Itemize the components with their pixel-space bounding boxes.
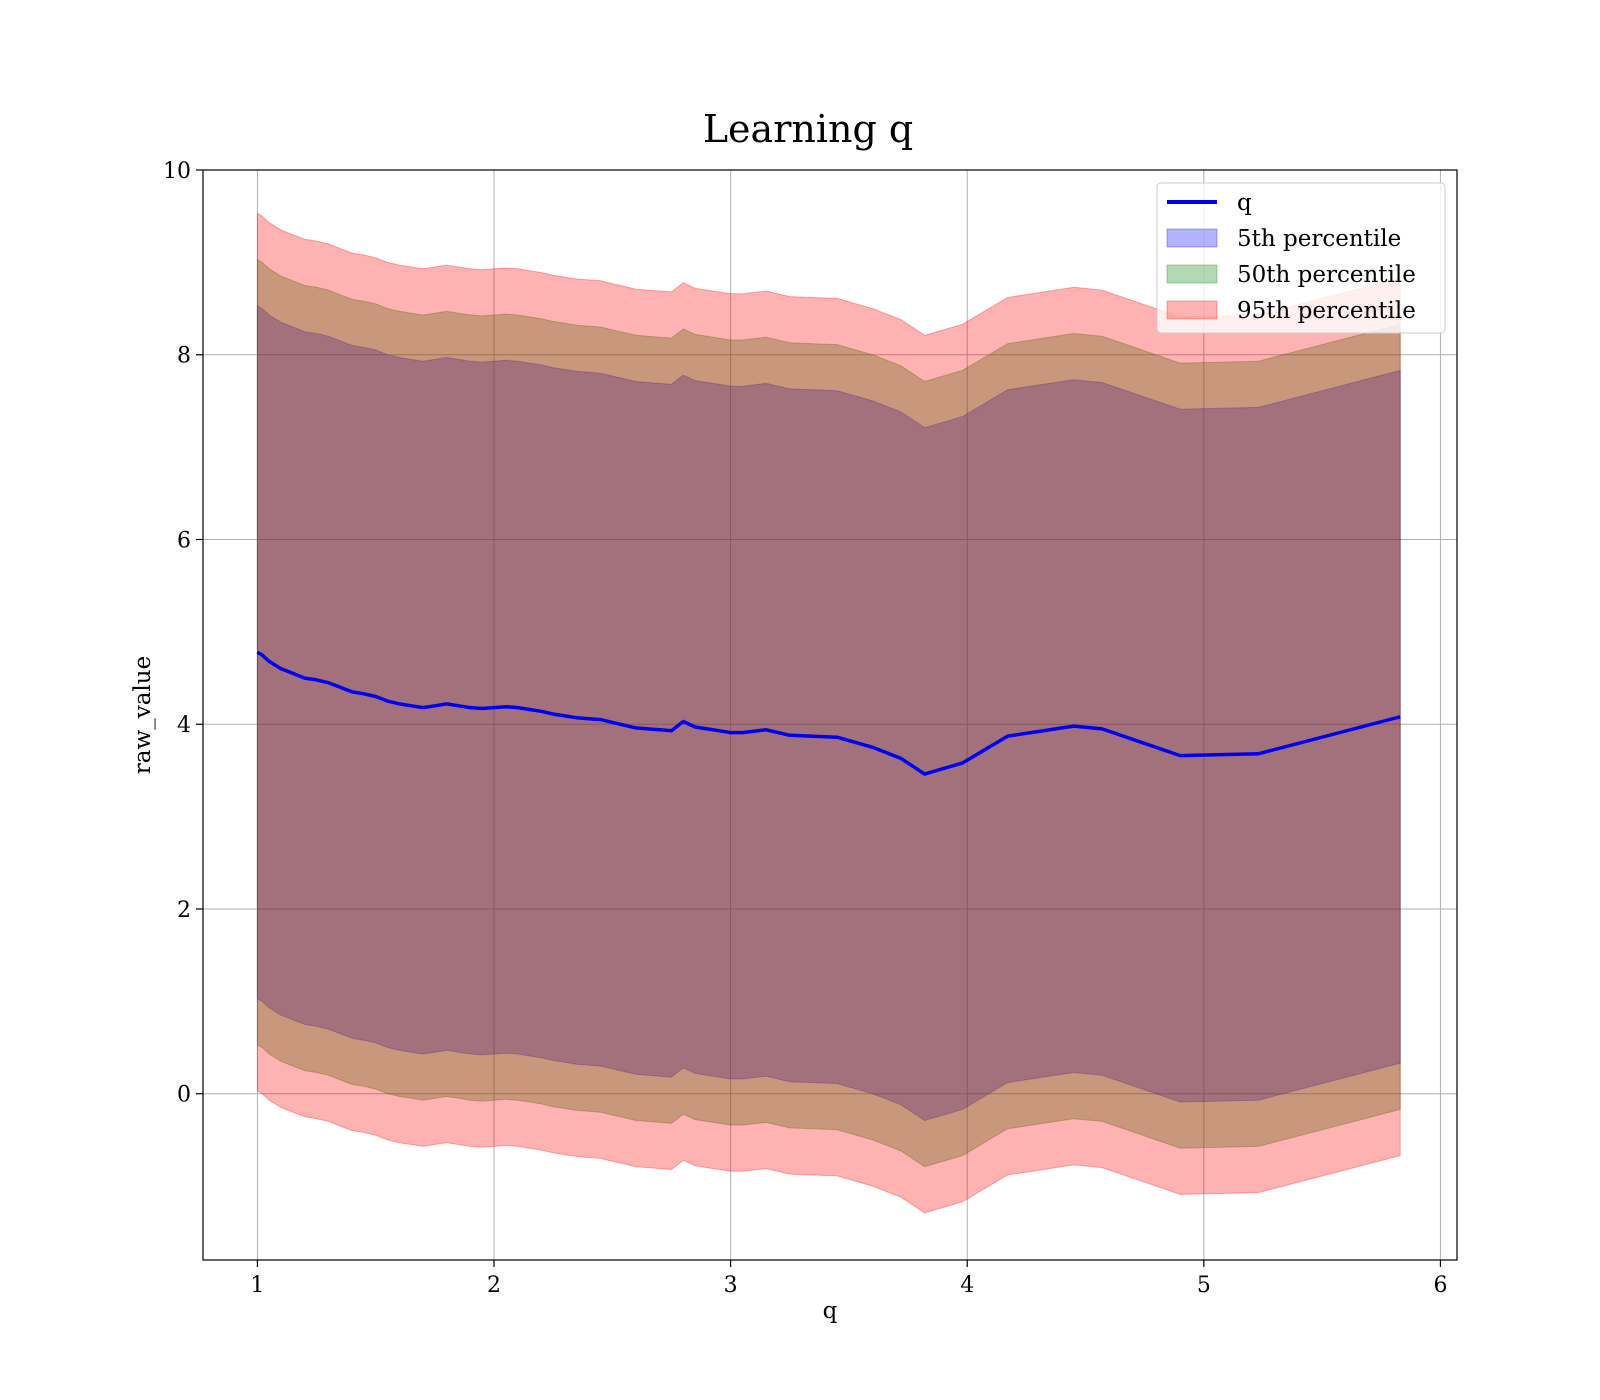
legend-label-5th: 5th percentile — [1237, 226, 1401, 252]
legend-swatch-5th — [1166, 228, 1218, 248]
y-tick-label: 6 — [177, 528, 191, 553]
band-area-3 — [256, 212, 1401, 1214]
y-tick-label: 4 — [177, 713, 191, 738]
legend-box — [1156, 182, 1446, 334]
x-axis-ticks: 1 2 3 4 5 6 — [250, 1260, 1447, 1298]
x-tick-label: 6 — [1433, 1273, 1447, 1298]
legend-swatch-95th — [1166, 300, 1218, 320]
q-line — [256, 650, 1401, 776]
y-tick-label: 2 — [177, 898, 191, 923]
x-tick-label: 3 — [724, 1273, 738, 1298]
band-area-2 — [256, 258, 1401, 1168]
legend-label-50th: 50th percentile — [1237, 262, 1416, 288]
line-layer — [256, 650, 1401, 776]
plot-frame — [202, 169, 1458, 1261]
legend: q 5th percentile 50th percentile 95th pe… — [1156, 182, 1446, 334]
legend-label-q: q — [1237, 190, 1252, 216]
y-axis-label: raw_value — [130, 656, 156, 774]
y-tick-label: 8 — [177, 344, 191, 369]
x-tick-label: 1 — [250, 1273, 264, 1298]
y-tick-label: 0 — [177, 1083, 191, 1108]
y-axis-ticks: 0 2 4 6 8 10 — [163, 159, 203, 1108]
x-tick-label: 2 — [487, 1273, 501, 1298]
legend-swatch-50th — [1166, 264, 1218, 284]
bands-layer — [256, 212, 1401, 1214]
x-tick-label: 5 — [1197, 1273, 1211, 1298]
y-tick-label: 10 — [163, 159, 191, 184]
x-tick-label: 4 — [960, 1273, 974, 1298]
chart-title: Learning q — [703, 107, 913, 151]
band-area-1 — [256, 304, 1401, 1122]
legend-label-95th: 95th percentile — [1237, 298, 1416, 324]
x-axis-label: q — [823, 1298, 838, 1324]
